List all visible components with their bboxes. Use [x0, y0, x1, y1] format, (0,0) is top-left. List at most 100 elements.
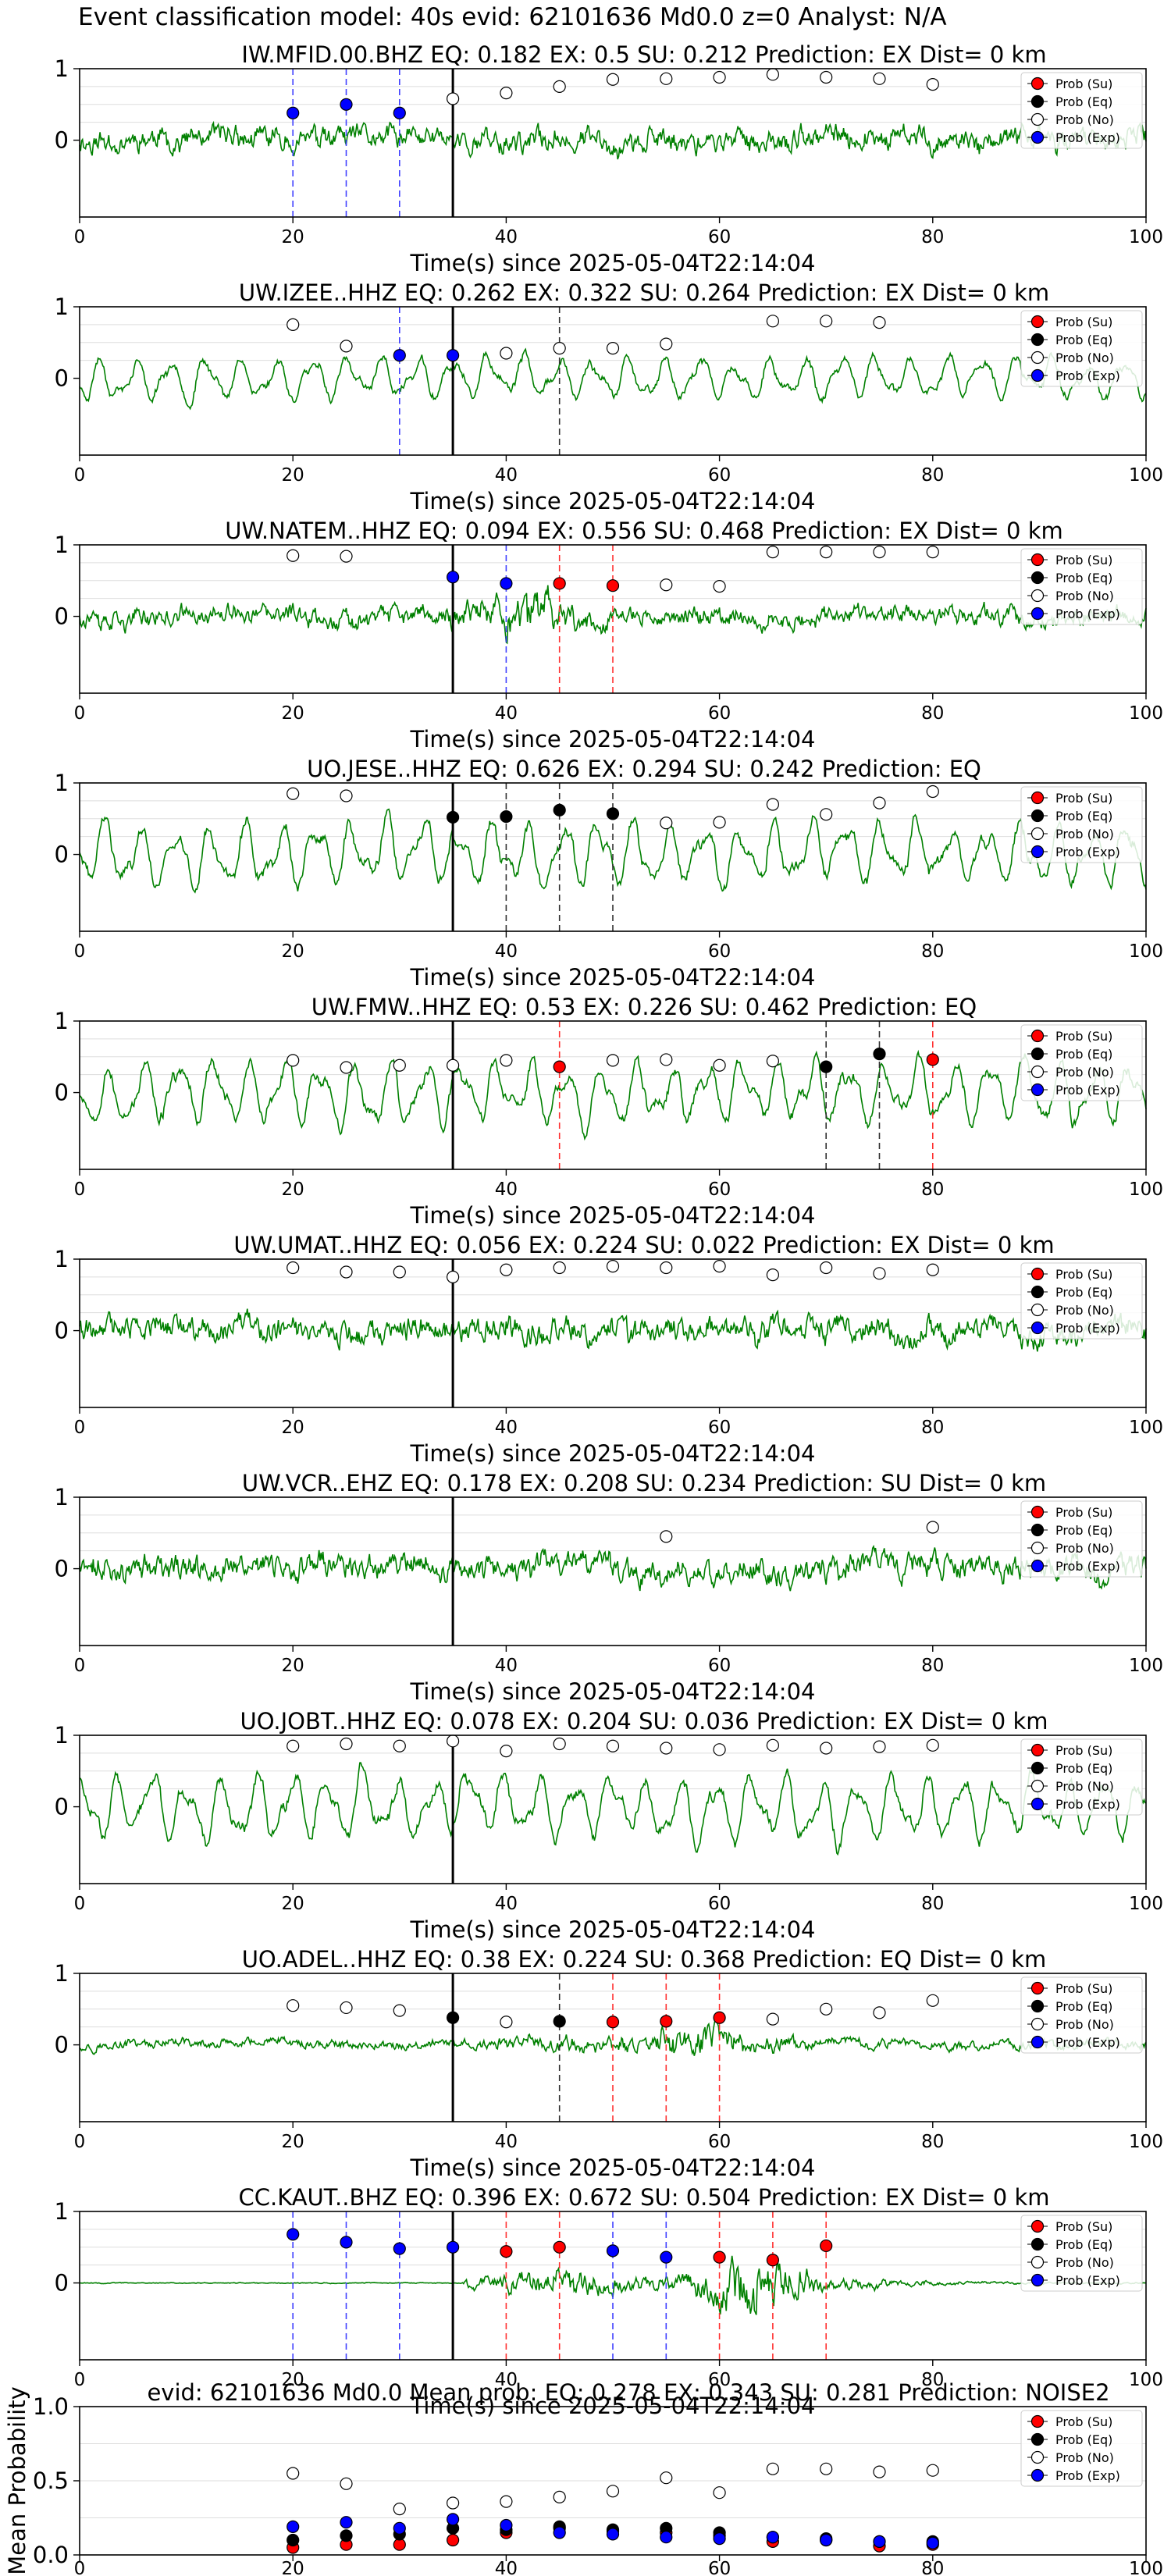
x-tick-label: 100 — [1129, 2559, 1163, 2576]
legend-marker — [1030, 2255, 1045, 2269]
y-tick-label: 1 — [55, 770, 69, 796]
panel-title: UW.FMW..HHZ EQ: 0.53 EX: 0.226 SU: 0.462… — [311, 994, 977, 1020]
mean-probability-point — [393, 2503, 406, 2516]
mean-probability-point — [553, 2490, 566, 2503]
x-axis-label: Time(s) since 2025-05-04T22:14:04 — [410, 1916, 816, 1943]
probability-point — [926, 1521, 939, 1534]
legend-marker — [1030, 571, 1045, 585]
probability-point — [660, 1261, 673, 1275]
x-tick-label: 80 — [921, 2370, 944, 2390]
probability-point — [553, 342, 566, 355]
probability-point — [340, 1061, 353, 1074]
probability-point — [340, 2001, 353, 2015]
legend-marker — [1030, 333, 1045, 347]
probability-point — [660, 337, 673, 350]
mean-probability-point — [820, 2533, 833, 2547]
x-tick-label: 0 — [74, 1418, 86, 1438]
legend-label: Prob (Eq) — [1055, 809, 1112, 824]
summary-title: evid: 62101636 Md0.0 Mean prob: EQ: 0.27… — [147, 2379, 1109, 2406]
legend-marker — [1030, 1083, 1045, 1097]
x-tick-label: 100 — [1129, 1894, 1163, 1914]
mean-probability-point — [393, 2521, 406, 2535]
y-tick-label: 1 — [55, 294, 69, 320]
probability-point — [393, 106, 406, 119]
legend-marker — [1030, 1779, 1045, 1793]
probability-point — [926, 1263, 939, 1276]
x-tick-label: 20 — [282, 941, 304, 962]
probability-point — [393, 349, 406, 362]
probability-point — [660, 817, 673, 830]
legend-label: Prob (Exp) — [1055, 607, 1120, 621]
panel-title: UO.JOBT..HHZ EQ: 0.078 EX: 0.204 SU: 0.0… — [240, 1708, 1048, 1735]
mean-probability-point — [873, 2535, 886, 2548]
y-tick-label: 0.5 — [33, 2467, 69, 2494]
probability-point — [553, 1060, 566, 1073]
axes-frame — [79, 1496, 1147, 1646]
y-tick-label: 1 — [55, 1008, 69, 1034]
probability-point — [820, 70, 833, 84]
panel-title: IW.MFID.00.BHZ EQ: 0.182 EX: 0.5 SU: 0.2… — [241, 41, 1046, 68]
probability-point — [287, 1261, 300, 1275]
probability-point — [446, 349, 460, 362]
y-tick-label: 0 — [55, 365, 69, 392]
legend-marker — [1030, 2237, 1045, 2251]
x-tick-label: 100 — [1129, 1656, 1163, 1676]
x-tick-label: 20 — [282, 1656, 304, 1676]
mean-probability-point — [446, 2513, 460, 2526]
legend-label: Prob (Eq) — [1055, 2237, 1112, 2252]
probability-point — [713, 1059, 726, 1072]
legend-label: Prob (No) — [1055, 1065, 1114, 1080]
station-panel: CC.KAUT..BHZ EQ: 0.396 EX: 0.672 SU: 0.5… — [55, 2184, 1163, 2419]
legend-label: Prob (Su) — [1055, 553, 1112, 568]
legend-label: Prob (No) — [1055, 112, 1114, 127]
legend-label: Prob (No) — [1055, 1303, 1114, 1318]
panel-title: CC.KAUT..BHZ EQ: 0.396 EX: 0.672 SU: 0.5… — [238, 2184, 1049, 2211]
probability-point — [873, 1740, 886, 1753]
probability-point — [926, 546, 939, 559]
legend-label: Prob (Exp) — [1055, 1797, 1120, 1812]
legend-marker — [1030, 1981, 1045, 1995]
probability-point — [820, 1261, 833, 1275]
legend-marker — [1030, 1285, 1045, 1299]
legend-marker — [1030, 1303, 1045, 1317]
x-tick-label: 80 — [921, 1418, 944, 1438]
probability-point — [766, 315, 780, 328]
probability-point — [926, 1994, 939, 2007]
x-tick-label: 40 — [495, 703, 518, 724]
legend-marker — [1030, 1761, 1045, 1775]
x-tick-label: 40 — [495, 941, 518, 962]
legend-label: Prob (Eq) — [1055, 333, 1112, 347]
x-axis-label: Time(s) since 2025-05-04T22:14:04 — [410, 726, 816, 753]
x-tick-label: 60 — [708, 941, 731, 962]
x-axis-label: Time(s) since 2025-05-04T22:14:04 — [410, 2393, 816, 2419]
legend-box — [1020, 1738, 1143, 1816]
legend-label: Prob (Eq) — [1055, 1047, 1112, 1062]
probability-point — [446, 571, 460, 584]
axes-frame — [79, 306, 1147, 456]
legend-marker — [1030, 2273, 1045, 2287]
x-tick-label: 20 — [282, 2370, 304, 2390]
probability-point — [606, 1054, 620, 1067]
probability-point — [820, 315, 833, 328]
x-tick-label: 0 — [74, 465, 86, 486]
x-axis-label: Time(s) since 2025-05-04T22:14:04 — [410, 1678, 816, 1705]
legend-marker — [1030, 2468, 1045, 2482]
legend-label: Prob (Eq) — [1055, 2432, 1112, 2447]
probability-point — [340, 2236, 353, 2249]
station-panel: UW.UMAT..HHZ EQ: 0.056 EX: 0.224 SU: 0.0… — [55, 1232, 1163, 1467]
x-tick-label: 60 — [708, 2370, 731, 2390]
mean-probability-point — [340, 2529, 353, 2542]
x-tick-label: 60 — [708, 465, 731, 486]
legend-marker — [1030, 1047, 1045, 1061]
x-axis-label: Time(s) since 2025-05-04T22:14:04 — [410, 488, 816, 514]
mean-probability-point — [820, 2462, 833, 2475]
probability-point — [553, 2240, 566, 2254]
mean-probability-point — [926, 2536, 939, 2549]
legend-marker — [1030, 2035, 1045, 2049]
x-axis-label: Time(s) since 2025-05-04T22:14:04 — [410, 964, 816, 991]
panel-title: UO.ADEL..HHZ EQ: 0.38 EX: 0.224 SU: 0.36… — [242, 1946, 1047, 1973]
waveform-trace — [79, 120, 1147, 160]
legend-marker — [1030, 2450, 1045, 2464]
legend-label: Prob (No) — [1055, 1541, 1114, 1556]
legend-marker — [1030, 1797, 1045, 1811]
